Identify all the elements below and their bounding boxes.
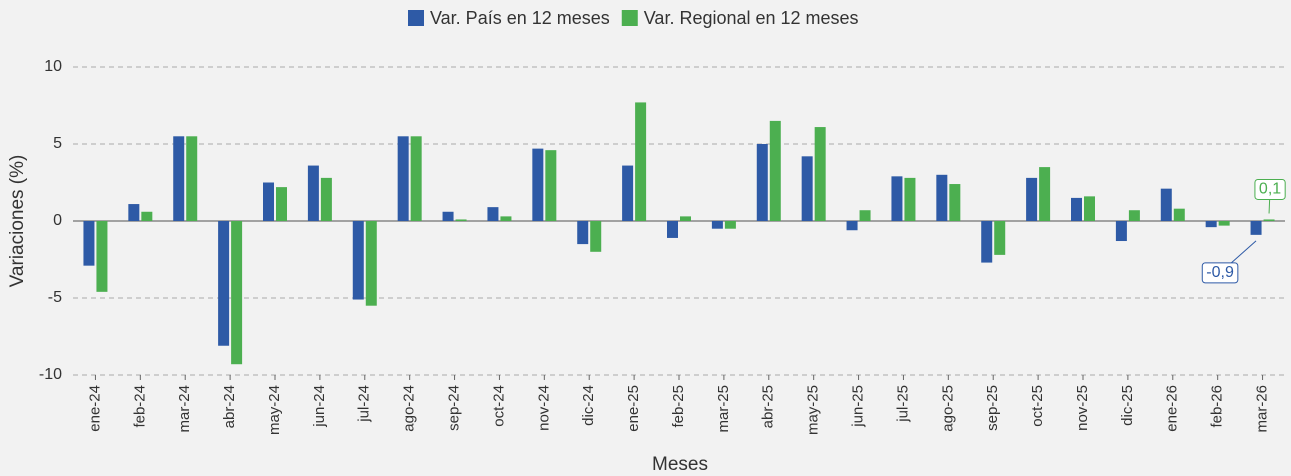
x-tick-label: may-24 <box>266 385 283 435</box>
x-tick-label: mar-25 <box>715 385 732 433</box>
bar <box>173 136 185 221</box>
bar <box>186 136 198 221</box>
x-tick-label: jul-24 <box>356 385 373 423</box>
legend-label: Var. País en 12 meses <box>430 8 610 28</box>
x-tick-label: oct-25 <box>1029 385 1046 427</box>
bar <box>1263 219 1275 221</box>
y-tick-label: -5 <box>48 289 62 306</box>
bar <box>410 136 422 221</box>
bar <box>365 221 377 306</box>
data-label-box <box>1201 262 1239 284</box>
bar <box>487 207 499 221</box>
x-tick-label: abr-24 <box>221 385 238 428</box>
x-tick-label: abr-25 <box>760 385 777 428</box>
x-tick-label: ene-26 <box>1164 385 1181 432</box>
bar <box>711 221 723 229</box>
bar <box>1039 167 1051 221</box>
bar <box>141 211 153 221</box>
bar <box>667 221 678 238</box>
x-tick-label: jun-25 <box>850 385 867 428</box>
data-label: -0,9 <box>1206 264 1234 281</box>
bar <box>801 156 813 221</box>
x-tick-label: ago-25 <box>939 385 956 432</box>
x-tick-label: sep-24 <box>446 385 463 431</box>
bar <box>276 187 287 221</box>
y-tick-label: 0 <box>53 212 62 229</box>
bar <box>904 177 916 221</box>
y-axis-label: Variaciones (%) <box>7 155 28 288</box>
bar <box>756 144 768 221</box>
x-tick-label: ene-25 <box>625 385 642 432</box>
x-tick-label: dic-24 <box>580 385 597 426</box>
bar <box>1084 196 1095 221</box>
bar <box>846 221 858 231</box>
x-tick-label: nov-25 <box>1074 385 1091 431</box>
y-tick-label: -10 <box>39 366 62 383</box>
bar <box>96 221 108 292</box>
x-tick-label: jun-24 <box>311 385 328 428</box>
legend-label: Var. Regional en 12 meses <box>644 8 859 28</box>
bar <box>577 221 589 245</box>
x-tick-label: jul-25 <box>894 385 911 423</box>
data-label: 0,1 <box>1259 181 1281 198</box>
bar <box>1115 221 1127 242</box>
bar <box>320 177 332 221</box>
bar <box>218 221 230 346</box>
bar <box>83 221 95 266</box>
bar <box>981 221 993 263</box>
bar <box>994 221 1006 255</box>
x-tick-label: nov-24 <box>535 385 552 431</box>
bar <box>307 165 319 221</box>
x-tick-label: ago-24 <box>401 385 418 432</box>
x-tick-label: feb-26 <box>1209 385 1226 428</box>
bar <box>590 221 602 252</box>
bar <box>1218 221 1230 226</box>
bar <box>622 165 634 221</box>
bar <box>1160 188 1172 221</box>
bar <box>1250 221 1262 235</box>
x-tick-label: oct-24 <box>490 385 507 427</box>
bar <box>500 216 512 221</box>
bar <box>936 174 948 221</box>
bar <box>859 210 871 221</box>
bar <box>128 204 140 221</box>
legend-swatch <box>621 10 638 26</box>
bar <box>1071 197 1082 221</box>
bar <box>455 219 467 221</box>
y-tick-label: 5 <box>53 135 62 152</box>
bar <box>263 182 274 221</box>
bar <box>231 221 243 365</box>
bar <box>545 150 557 221</box>
x-tick-label: ene-24 <box>86 385 103 432</box>
x-tick-label: mar-24 <box>176 385 193 433</box>
bar <box>769 120 781 221</box>
x-tick-label: feb-25 <box>670 385 687 428</box>
bar <box>1173 208 1185 221</box>
bar <box>1205 221 1217 228</box>
bar <box>1026 177 1038 221</box>
bar <box>814 127 826 221</box>
bar <box>635 102 647 221</box>
bar <box>891 176 903 221</box>
bar <box>949 184 961 221</box>
bar <box>397 136 409 221</box>
bar <box>680 216 691 221</box>
data-label-box <box>1254 178 1286 200</box>
x-tick-label: mar-26 <box>1254 385 1271 433</box>
bar <box>724 221 736 229</box>
bar <box>352 221 364 300</box>
bar <box>442 211 454 221</box>
x-axis-label: Meses <box>652 454 708 475</box>
x-tick-label: dic-25 <box>1119 385 1136 426</box>
y-tick-label: 10 <box>44 58 62 75</box>
bar <box>1128 210 1140 221</box>
legend-swatch <box>408 10 424 26</box>
x-tick-label: may-25 <box>805 385 822 435</box>
bar <box>532 148 544 221</box>
x-tick-label: sep-25 <box>984 385 1001 431</box>
x-tick-label: feb-24 <box>131 385 148 428</box>
